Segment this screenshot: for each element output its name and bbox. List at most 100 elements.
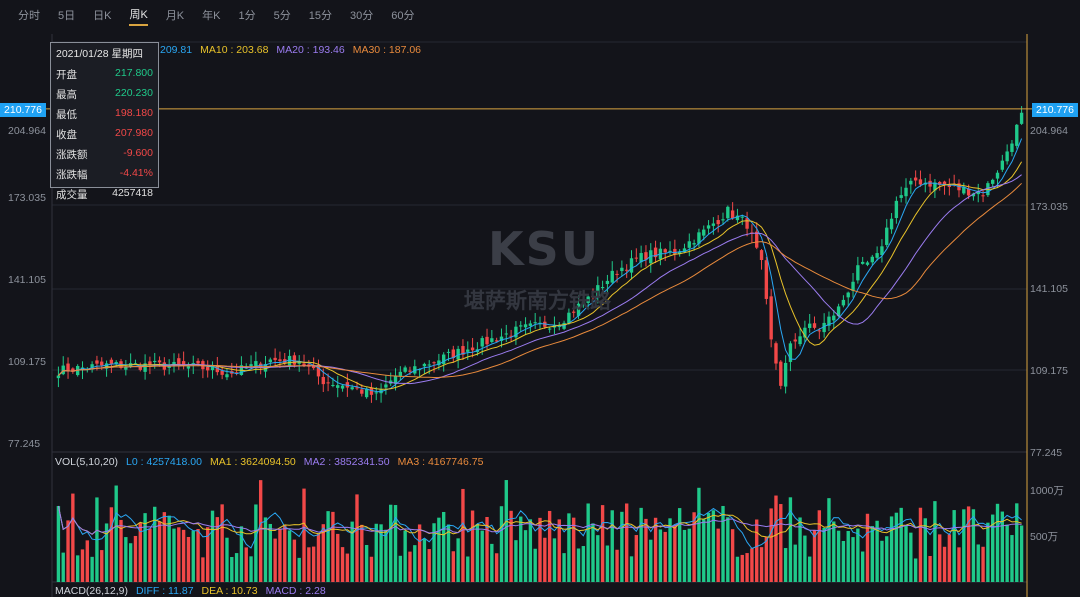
tab-6[interactable]: 1分 <box>238 10 256 22</box>
volume-bar <box>220 504 224 582</box>
volume-bar <box>114 485 118 582</box>
tooltip-row: 涨跌额 -9.600 <box>51 144 158 164</box>
tab-10[interactable]: 60分 <box>391 10 415 22</box>
volume-bar <box>971 509 976 582</box>
tooltip-label: 涨跌幅 <box>56 169 88 181</box>
candle-body <box>153 360 157 363</box>
candle-body <box>138 367 142 370</box>
volume-bar <box>620 511 624 582</box>
vol-ma2: MA2 : 3852341.50 <box>303 456 390 468</box>
candle-body <box>494 340 499 342</box>
candle-body <box>860 261 865 264</box>
candle-body <box>234 372 239 374</box>
volume-bar <box>143 513 147 582</box>
vol-l0: L0 : 4257418.00 <box>126 456 202 468</box>
volume-bar <box>514 540 518 582</box>
candle-body <box>880 246 884 256</box>
volume-bar <box>413 545 417 582</box>
candle-body <box>398 371 403 377</box>
candle-body <box>384 384 388 388</box>
volume-bar <box>273 538 277 582</box>
candle-body <box>716 220 720 225</box>
vol-ma2-line <box>57 505 1022 538</box>
volume-bar <box>822 527 826 582</box>
candle-body <box>913 177 918 181</box>
tab-8[interactable]: 15分 <box>308 10 332 22</box>
volume-bar <box>923 518 927 582</box>
volume-bar <box>673 525 677 582</box>
volume-bar <box>860 551 865 582</box>
macd-value: MACD : 2.28 <box>265 585 326 597</box>
volume-bar <box>851 537 855 582</box>
candle-body <box>576 303 581 316</box>
ma10-line <box>58 161 1023 390</box>
tooltip-label: 收盘 <box>56 129 77 141</box>
tab-3[interactable]: 周K <box>129 4 148 26</box>
tab-4[interactable]: 月K <box>165 10 185 22</box>
candle-body <box>755 231 759 248</box>
volume-bar <box>687 528 691 582</box>
candle-body <box>605 280 610 285</box>
tooltip-label: 最低 <box>56 109 77 121</box>
volume-bar <box>186 536 191 582</box>
volume-bar <box>644 518 648 582</box>
tab-1[interactable]: 5日 <box>58 10 76 22</box>
candle-body <box>653 247 658 258</box>
volume-bar <box>841 540 846 582</box>
candle-body <box>596 285 600 297</box>
vol-title: VOL(5,10,20) <box>55 456 119 468</box>
volume-bar <box>167 515 171 582</box>
volume-bar <box>918 507 923 582</box>
tab-7[interactable]: 5分 <box>273 10 291 22</box>
volume-bar <box>90 556 94 582</box>
volume-bar <box>933 501 937 582</box>
volume-bar <box>1005 524 1009 582</box>
volume-bar <box>581 546 586 582</box>
volume-bar <box>475 523 480 582</box>
tab-5[interactable]: 年K <box>202 10 221 22</box>
volume-bar <box>427 549 431 582</box>
candle-body <box>764 260 769 299</box>
price-axis-label-left: 173.035 <box>8 191 46 204</box>
candle-body <box>114 362 118 364</box>
candle-body <box>215 365 220 373</box>
volume-bar <box>557 519 561 582</box>
candle-body <box>759 250 764 261</box>
volume-bar <box>85 540 89 582</box>
price-axis-label-right: 173.035 <box>1030 200 1068 213</box>
volume-bar <box>625 503 629 582</box>
volume-bar <box>629 556 634 582</box>
candle-body <box>846 292 850 298</box>
candle-body <box>928 180 932 187</box>
candle-body <box>302 363 306 366</box>
candle-body <box>726 206 730 219</box>
volume-bar <box>634 535 639 582</box>
volume-bar <box>928 555 932 582</box>
volume-bar <box>302 488 306 582</box>
volume-bar <box>244 547 248 582</box>
volume-bar <box>466 556 470 582</box>
candle-body <box>677 251 682 254</box>
volume-bar <box>1019 525 1024 582</box>
volume-bar <box>181 529 186 582</box>
macd-title: MACD(26,12,9) <box>55 585 128 597</box>
tab-2[interactable]: 日K <box>93 10 112 22</box>
tooltip-row: 最低 198.180 <box>51 104 158 124</box>
volume-bar <box>234 553 239 582</box>
candle-body <box>104 363 109 369</box>
price-ma-legend: 209.81 MA10 : 203.68 MA20 : 193.46 MA30 : 1… <box>160 44 429 56</box>
candle-body <box>519 325 523 327</box>
volume-bar <box>832 521 836 582</box>
candle-body <box>779 361 783 386</box>
volume-bar <box>856 528 860 582</box>
volume-bar <box>615 549 619 582</box>
tab-9[interactable]: 30分 <box>350 10 374 22</box>
volume-bar <box>119 519 123 582</box>
volume-bar <box>942 546 947 582</box>
tooltip-date: 2021/01/28 星期四 <box>56 48 143 60</box>
candle-body <box>509 335 513 337</box>
tab-0[interactable]: 分时 <box>18 10 40 22</box>
candle-body <box>697 232 701 244</box>
volume-bar <box>215 517 220 582</box>
candle-body <box>808 323 812 328</box>
